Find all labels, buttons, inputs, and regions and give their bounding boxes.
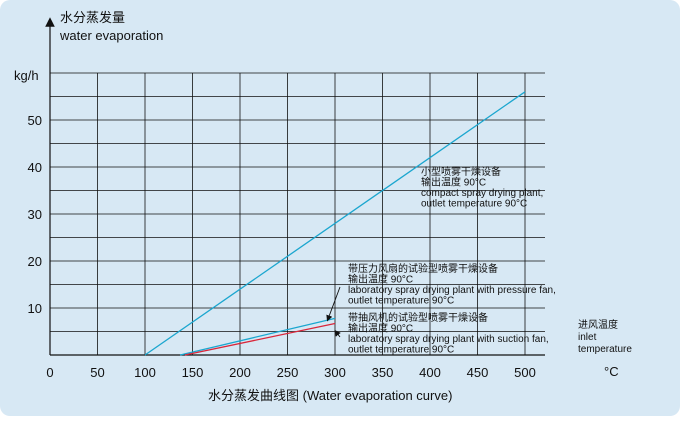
series-2-label-line: outlet temperature 90°C — [348, 296, 454, 307]
x-tick-label: 250 — [277, 365, 299, 380]
annotation-pointers — [326, 286, 341, 338]
series-2-label-line: 输出温度 90°C — [348, 273, 413, 286]
y-tick-label: 20 — [28, 254, 42, 269]
y-tick-label: 40 — [28, 160, 42, 175]
series-line-3 — [184, 322, 336, 356]
y-axis-label-cn: 水分蒸发量 — [60, 10, 125, 25]
x-tick-label: 100 — [134, 365, 156, 380]
annotation-pointer-2 — [326, 286, 341, 322]
y-tick-labels: 10 20 30 40 50 — [28, 113, 42, 316]
y-tick-label: 30 — [28, 207, 42, 222]
x-tick-label: 200 — [229, 365, 251, 380]
x-tick-label: 500 — [514, 365, 536, 380]
x-axis-label-cn: 进风温度 — [578, 318, 618, 331]
x-axis-label-en2: temperature — [578, 344, 632, 355]
annotation-pointer-3 — [334, 329, 341, 338]
grid-lines — [50, 72, 545, 355]
chart-caption: 水分蒸发曲线图 (Water evaporation curve) — [208, 388, 452, 403]
series-1-label-line: outlet temperature 90°C — [421, 199, 527, 210]
series-3-label-line: 输出温度 90°C — [348, 322, 413, 335]
series-3-label-line: outlet temperature 90°C — [348, 345, 454, 356]
x-tick-label: 300 — [324, 365, 346, 380]
series-line-2 — [180, 317, 336, 356]
y-tick-label: 10 — [28, 301, 42, 316]
x-tick-labels: 0 50 100 150 200 250 300 350 400 450 500 — [46, 365, 535, 380]
y-tick-label: 50 — [28, 113, 42, 128]
x-tick-label: 400 — [419, 365, 441, 380]
x-axis-label-en: inlet — [578, 332, 597, 343]
series-1-label-line: compact spray drying plant, — [421, 188, 543, 199]
x-tick-label: 150 — [182, 365, 204, 380]
x-axis-unit: °C — [604, 364, 619, 379]
axes — [45, 17, 545, 356]
series-2-label-line: 带压力风扇的试验型喷雾干燥设备 — [348, 262, 498, 275]
x-tick-label: 50 — [90, 365, 104, 380]
series-2-label-line: laboratory spray drying plant with press… — [348, 285, 556, 296]
series-lines — [144, 91, 526, 356]
x-tick-label: 450 — [467, 365, 489, 380]
series-1-label-line: 小型喷雾干燥设备 — [421, 165, 501, 178]
series-3-label-line: laboratory spray drying plant with sucti… — [348, 334, 549, 345]
series-3-label-line: 带抽风机的试验型喷雾干燥设备 — [348, 311, 488, 324]
y-axis-label-en: water evaporation — [59, 28, 163, 43]
x-tick-label: 350 — [372, 365, 394, 380]
y-axis-unit: kg/h — [14, 68, 39, 83]
x-tick-label: 0 — [46, 365, 53, 380]
series-line-1 — [144, 91, 526, 356]
series-1-label-line: 输出温度 90°C — [421, 176, 486, 189]
